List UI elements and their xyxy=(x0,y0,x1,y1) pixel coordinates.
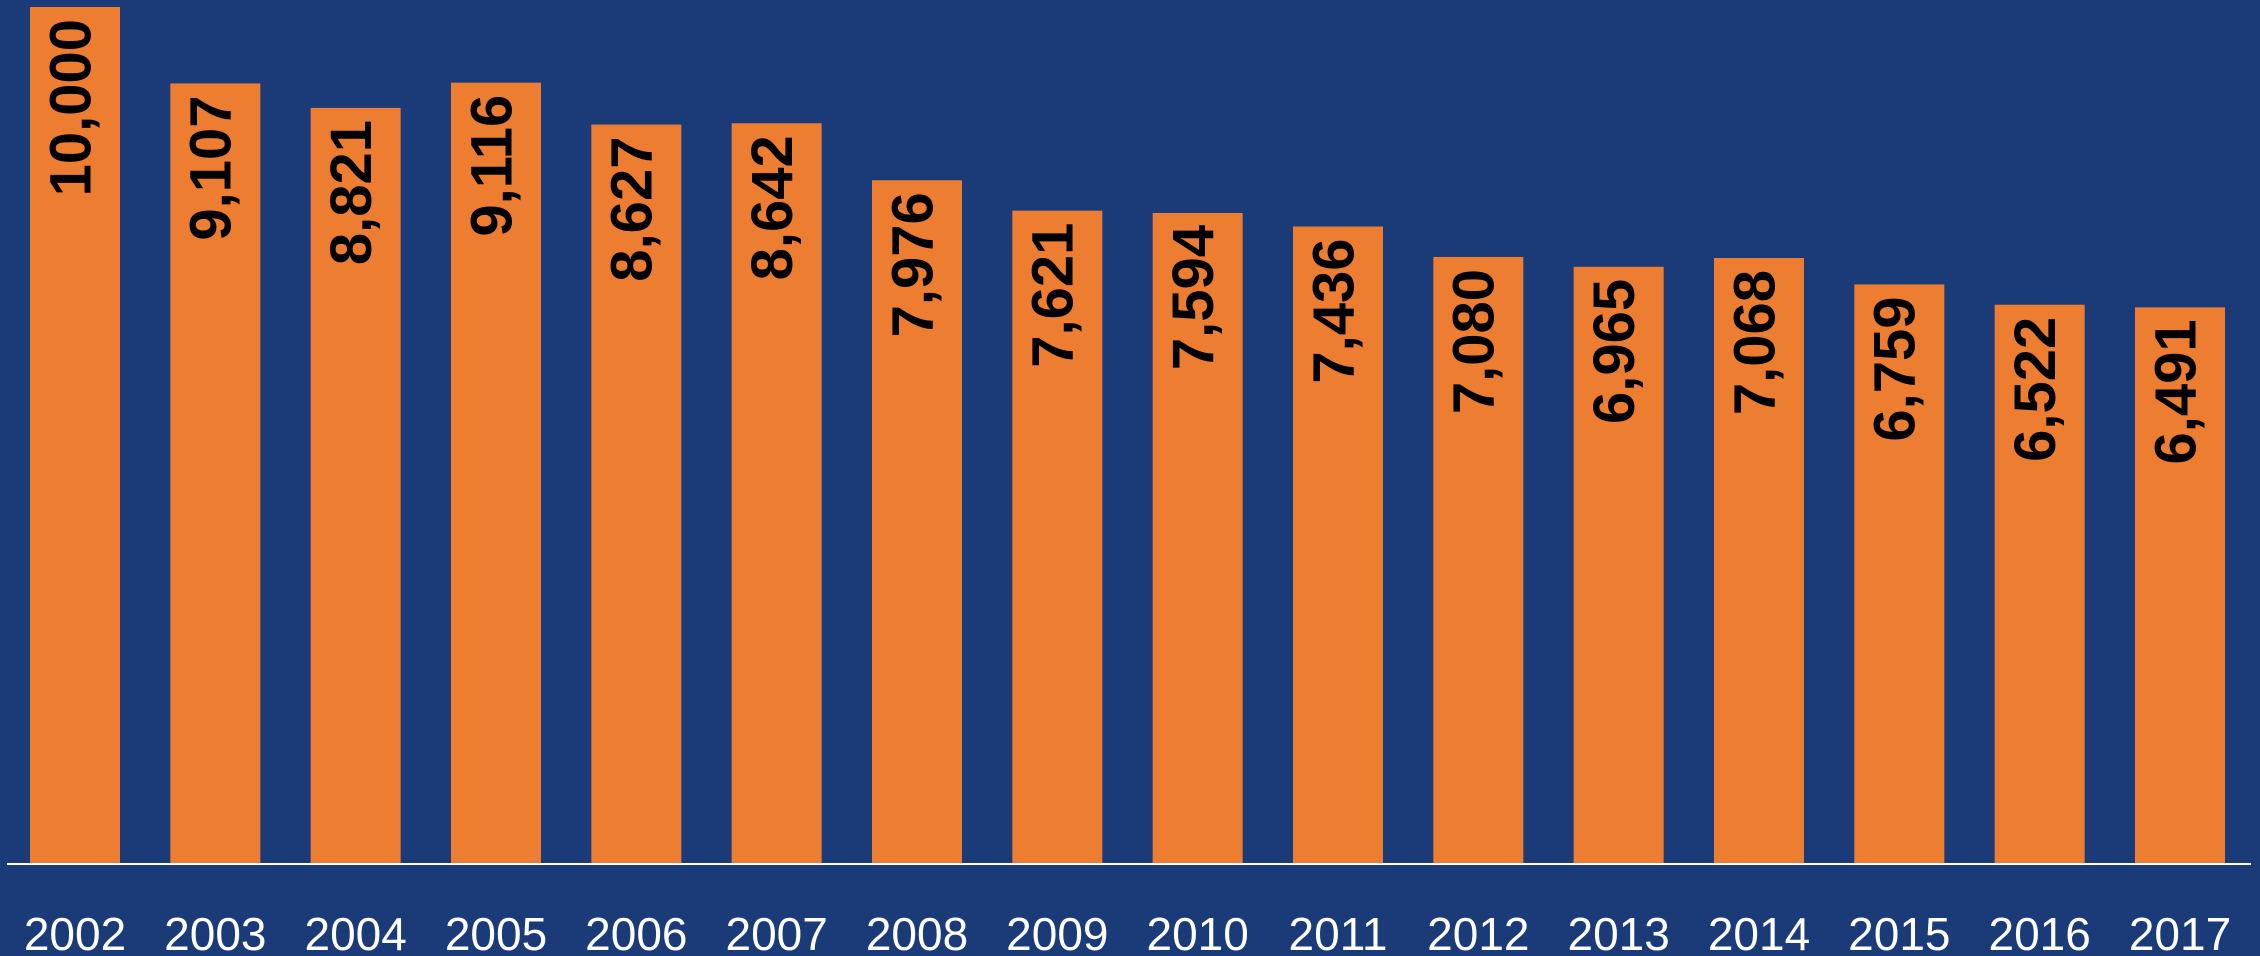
value-label: 8,642 xyxy=(740,135,805,280)
value-label: 7,436 xyxy=(1301,238,1366,383)
x-tick-label: 2002 xyxy=(24,908,126,956)
bar xyxy=(1714,257,1804,863)
x-tick-label: 2010 xyxy=(1146,908,1248,956)
value-label: 6,759 xyxy=(1863,296,1928,441)
x-tick-label: 2011 xyxy=(1289,908,1388,956)
value-label: 8,627 xyxy=(600,137,665,282)
bar xyxy=(1293,226,1383,863)
bar xyxy=(1994,304,2085,863)
bar xyxy=(591,124,682,863)
x-tick-label: 2004 xyxy=(304,908,406,956)
value-label: 10,000 xyxy=(38,19,103,196)
value-label: 7,068 xyxy=(1722,270,1787,415)
bar xyxy=(2135,307,2225,864)
x-tick-label: 2005 xyxy=(445,908,547,956)
x-tick-label: 2003 xyxy=(164,908,266,956)
value-label: 6,522 xyxy=(2003,317,2068,462)
value-label: 8,821 xyxy=(319,120,384,265)
bar xyxy=(170,83,261,864)
x-tick-label: 2012 xyxy=(1427,908,1529,956)
value-label: 7,594 xyxy=(1161,225,1226,370)
bar xyxy=(1573,266,1664,863)
bar xyxy=(1012,210,1103,863)
bar xyxy=(872,180,962,863)
x-tick-label: 2008 xyxy=(866,908,968,956)
bar xyxy=(1152,212,1243,863)
value-label: 9,116 xyxy=(459,95,524,237)
value-label: 7,080 xyxy=(1442,269,1507,414)
value-label: 7,621 xyxy=(1021,223,1086,368)
value-label: 6,491 xyxy=(2143,319,2208,464)
x-tick-label: 2017 xyxy=(2129,908,2231,956)
bar xyxy=(1433,256,1524,863)
value-label: 6,965 xyxy=(1582,279,1647,424)
bar xyxy=(451,82,541,863)
value-label: 9,107 xyxy=(179,95,244,240)
x-tick-label: 2014 xyxy=(1708,908,1810,956)
bar xyxy=(731,123,822,863)
bar xyxy=(30,7,120,863)
bar xyxy=(1854,284,1945,864)
x-tick-label: 2015 xyxy=(1848,908,1950,956)
bar xyxy=(310,107,401,863)
x-tick-label: 2006 xyxy=(585,908,687,956)
value-label: 7,976 xyxy=(880,192,945,337)
x-tick-label: 2013 xyxy=(1567,908,1669,956)
x-tick-label: 2009 xyxy=(1006,908,1108,956)
x-tick-label: 2007 xyxy=(725,908,827,956)
x-tick-label: 2016 xyxy=(1988,908,2090,956)
